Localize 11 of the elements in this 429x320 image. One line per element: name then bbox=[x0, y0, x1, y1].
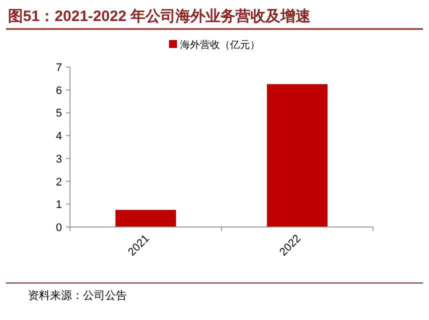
y-tick-label: 1 bbox=[56, 199, 62, 212]
y-tick-label: 2 bbox=[56, 176, 62, 188]
y-tick-label: 7 bbox=[56, 62, 62, 74]
y-tick-label: 6 bbox=[56, 84, 62, 97]
y-tick-label: 0 bbox=[56, 222, 62, 234]
legend-label: 海外营收（亿元） bbox=[180, 39, 260, 51]
y-tick-label: 4 bbox=[56, 130, 62, 143]
text: 资料来源：公司公告 bbox=[28, 289, 127, 302]
chart-title: 图51：2021-2022 年公司海外业务营收及增速 bbox=[8, 8, 312, 25]
y-tick-label: 5 bbox=[56, 108, 62, 120]
y-tick-label: 3 bbox=[56, 153, 62, 166]
